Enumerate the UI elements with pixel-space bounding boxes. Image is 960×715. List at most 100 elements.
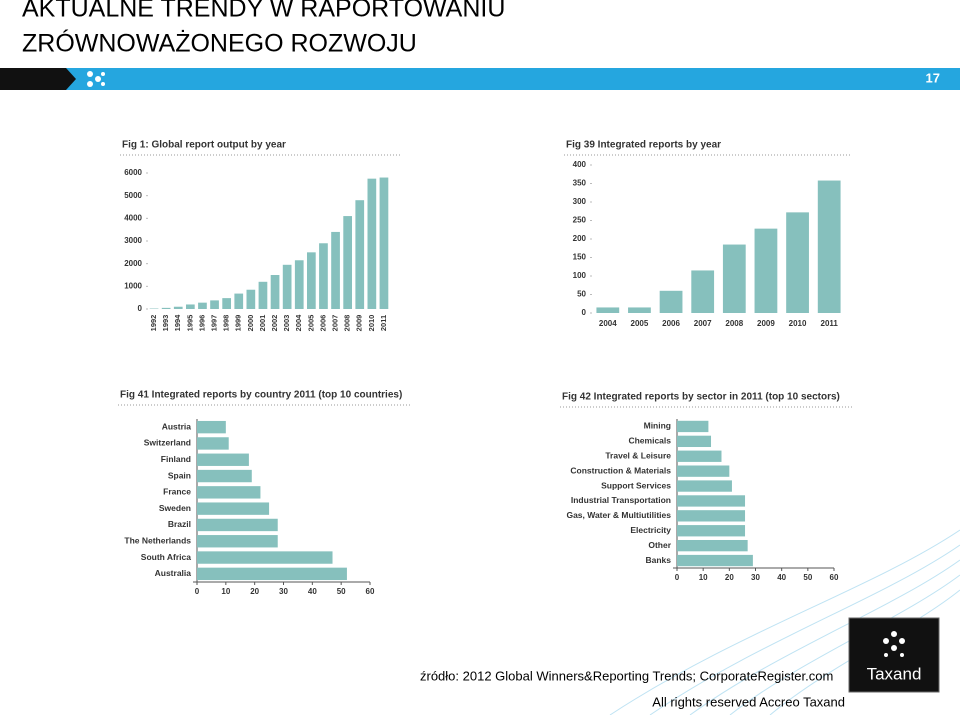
bar	[197, 469, 252, 483]
y-tick-label: 2000	[124, 259, 142, 268]
bar	[197, 420, 226, 434]
bar	[722, 244, 746, 313]
bar	[659, 290, 683, 313]
y-tick-label: Other	[648, 540, 671, 550]
bar	[197, 453, 249, 466]
header-bar	[0, 68, 960, 90]
bar	[596, 307, 620, 313]
y-tick-label: 300	[573, 197, 587, 206]
x-tick-label: 50	[803, 573, 812, 582]
y-tick-label: Industrial Transportation	[571, 495, 671, 505]
bar	[786, 212, 809, 313]
x-tick-label: 50	[337, 587, 346, 596]
x-tick-label: 2008	[725, 319, 743, 328]
bar	[628, 307, 651, 313]
x-tick-label: 10	[699, 573, 708, 582]
bar	[331, 231, 340, 309]
x-tick-label: 1992	[149, 315, 158, 332]
y-tick-label: 200	[573, 234, 587, 243]
x-tick-label: 60	[366, 587, 375, 596]
bar	[367, 178, 377, 309]
bar	[691, 270, 715, 313]
x-tick-label: 2010	[789, 319, 807, 328]
bar	[677, 539, 748, 552]
bar	[677, 480, 732, 492]
x-tick-label: 0	[675, 573, 680, 582]
y-tick-label: Brazil	[168, 519, 191, 529]
chart-title: Fig 1: Global report output by year	[122, 140, 286, 151]
bar	[343, 216, 353, 309]
chart-title: Fig 41 Integrated reports by country 201…	[120, 390, 402, 401]
y-tick-label: 5000	[124, 191, 142, 200]
bar	[319, 243, 328, 309]
bar	[210, 300, 219, 309]
x-tick-label: 2001	[258, 315, 267, 332]
x-tick-label: 0	[195, 587, 200, 596]
x-tick-label: 1998	[222, 315, 231, 332]
y-tick-label: Banks	[645, 555, 671, 565]
y-tick-label: 50	[577, 290, 586, 299]
x-tick-label: 2007	[694, 319, 712, 328]
bar	[197, 535, 278, 548]
bar	[379, 177, 389, 309]
x-tick-label: 10	[221, 587, 230, 596]
bar	[197, 502, 270, 515]
slide-title: ZRÓWNOWAŻONEGO ROZWOJU	[22, 29, 417, 58]
bar	[677, 450, 722, 462]
y-tick-label: Australia	[155, 568, 192, 578]
bar	[294, 260, 304, 309]
y-tick-label: Mining	[644, 421, 671, 431]
x-tick-label: 2004	[599, 319, 617, 328]
y-tick-label: 0	[138, 304, 143, 313]
x-tick-label: 2010	[367, 315, 376, 332]
x-tick-label: 20	[250, 587, 259, 596]
page-number: 17	[926, 70, 940, 85]
x-tick-label: 2009	[355, 315, 364, 332]
x-tick-label: 60	[830, 573, 839, 582]
bar	[677, 435, 712, 448]
y-tick-label: Support Services	[601, 480, 671, 490]
header-arrow	[0, 68, 76, 90]
x-tick-label: 2000	[246, 315, 255, 332]
bar	[754, 228, 778, 313]
x-tick-label: 30	[751, 573, 760, 582]
x-tick-label: 1996	[197, 315, 206, 332]
x-tick-label: 1997	[210, 315, 219, 332]
bar	[677, 510, 746, 522]
bar	[198, 302, 207, 309]
bar	[246, 289, 256, 309]
y-tick-label: 3000	[124, 236, 142, 245]
y-tick-label: 6000	[124, 168, 142, 177]
y-tick-label: 250	[573, 216, 587, 225]
bar	[197, 518, 278, 532]
bar	[173, 306, 183, 309]
x-tick-label: 2011	[379, 315, 388, 331]
chart-title: Fig 39 Integrated reports by year	[566, 140, 721, 151]
source: źródło: 2012 Global Winners&Reporting Tr…	[420, 668, 833, 683]
y-tick-label: The Netherlands	[124, 536, 191, 546]
bar	[306, 252, 316, 309]
bar	[677, 495, 746, 507]
x-tick-label: 2011	[821, 319, 839, 328]
y-tick-label: Sweden	[159, 503, 191, 513]
y-tick-label: Spain	[168, 470, 191, 480]
y-tick-label: France	[163, 487, 191, 497]
x-tick-label: 1993	[161, 315, 170, 332]
y-tick-label: Chemicals	[628, 436, 671, 446]
x-tick-label: 1995	[185, 315, 194, 332]
y-tick-label: 4000	[124, 213, 142, 222]
y-tick-label: Gas, Water & Multiutilities	[566, 510, 671, 520]
y-tick-label: 400	[573, 160, 587, 169]
logo-text: Taxand	[867, 664, 922, 683]
bar	[197, 437, 229, 450]
bar	[677, 420, 709, 433]
bar	[817, 180, 841, 313]
bar	[677, 465, 730, 477]
x-tick-label: 2006	[318, 315, 327, 332]
y-tick-label: Austria	[162, 421, 192, 431]
y-tick-label: 1000	[124, 281, 142, 290]
x-tick-label: 2004	[294, 314, 303, 332]
bar	[258, 281, 268, 309]
